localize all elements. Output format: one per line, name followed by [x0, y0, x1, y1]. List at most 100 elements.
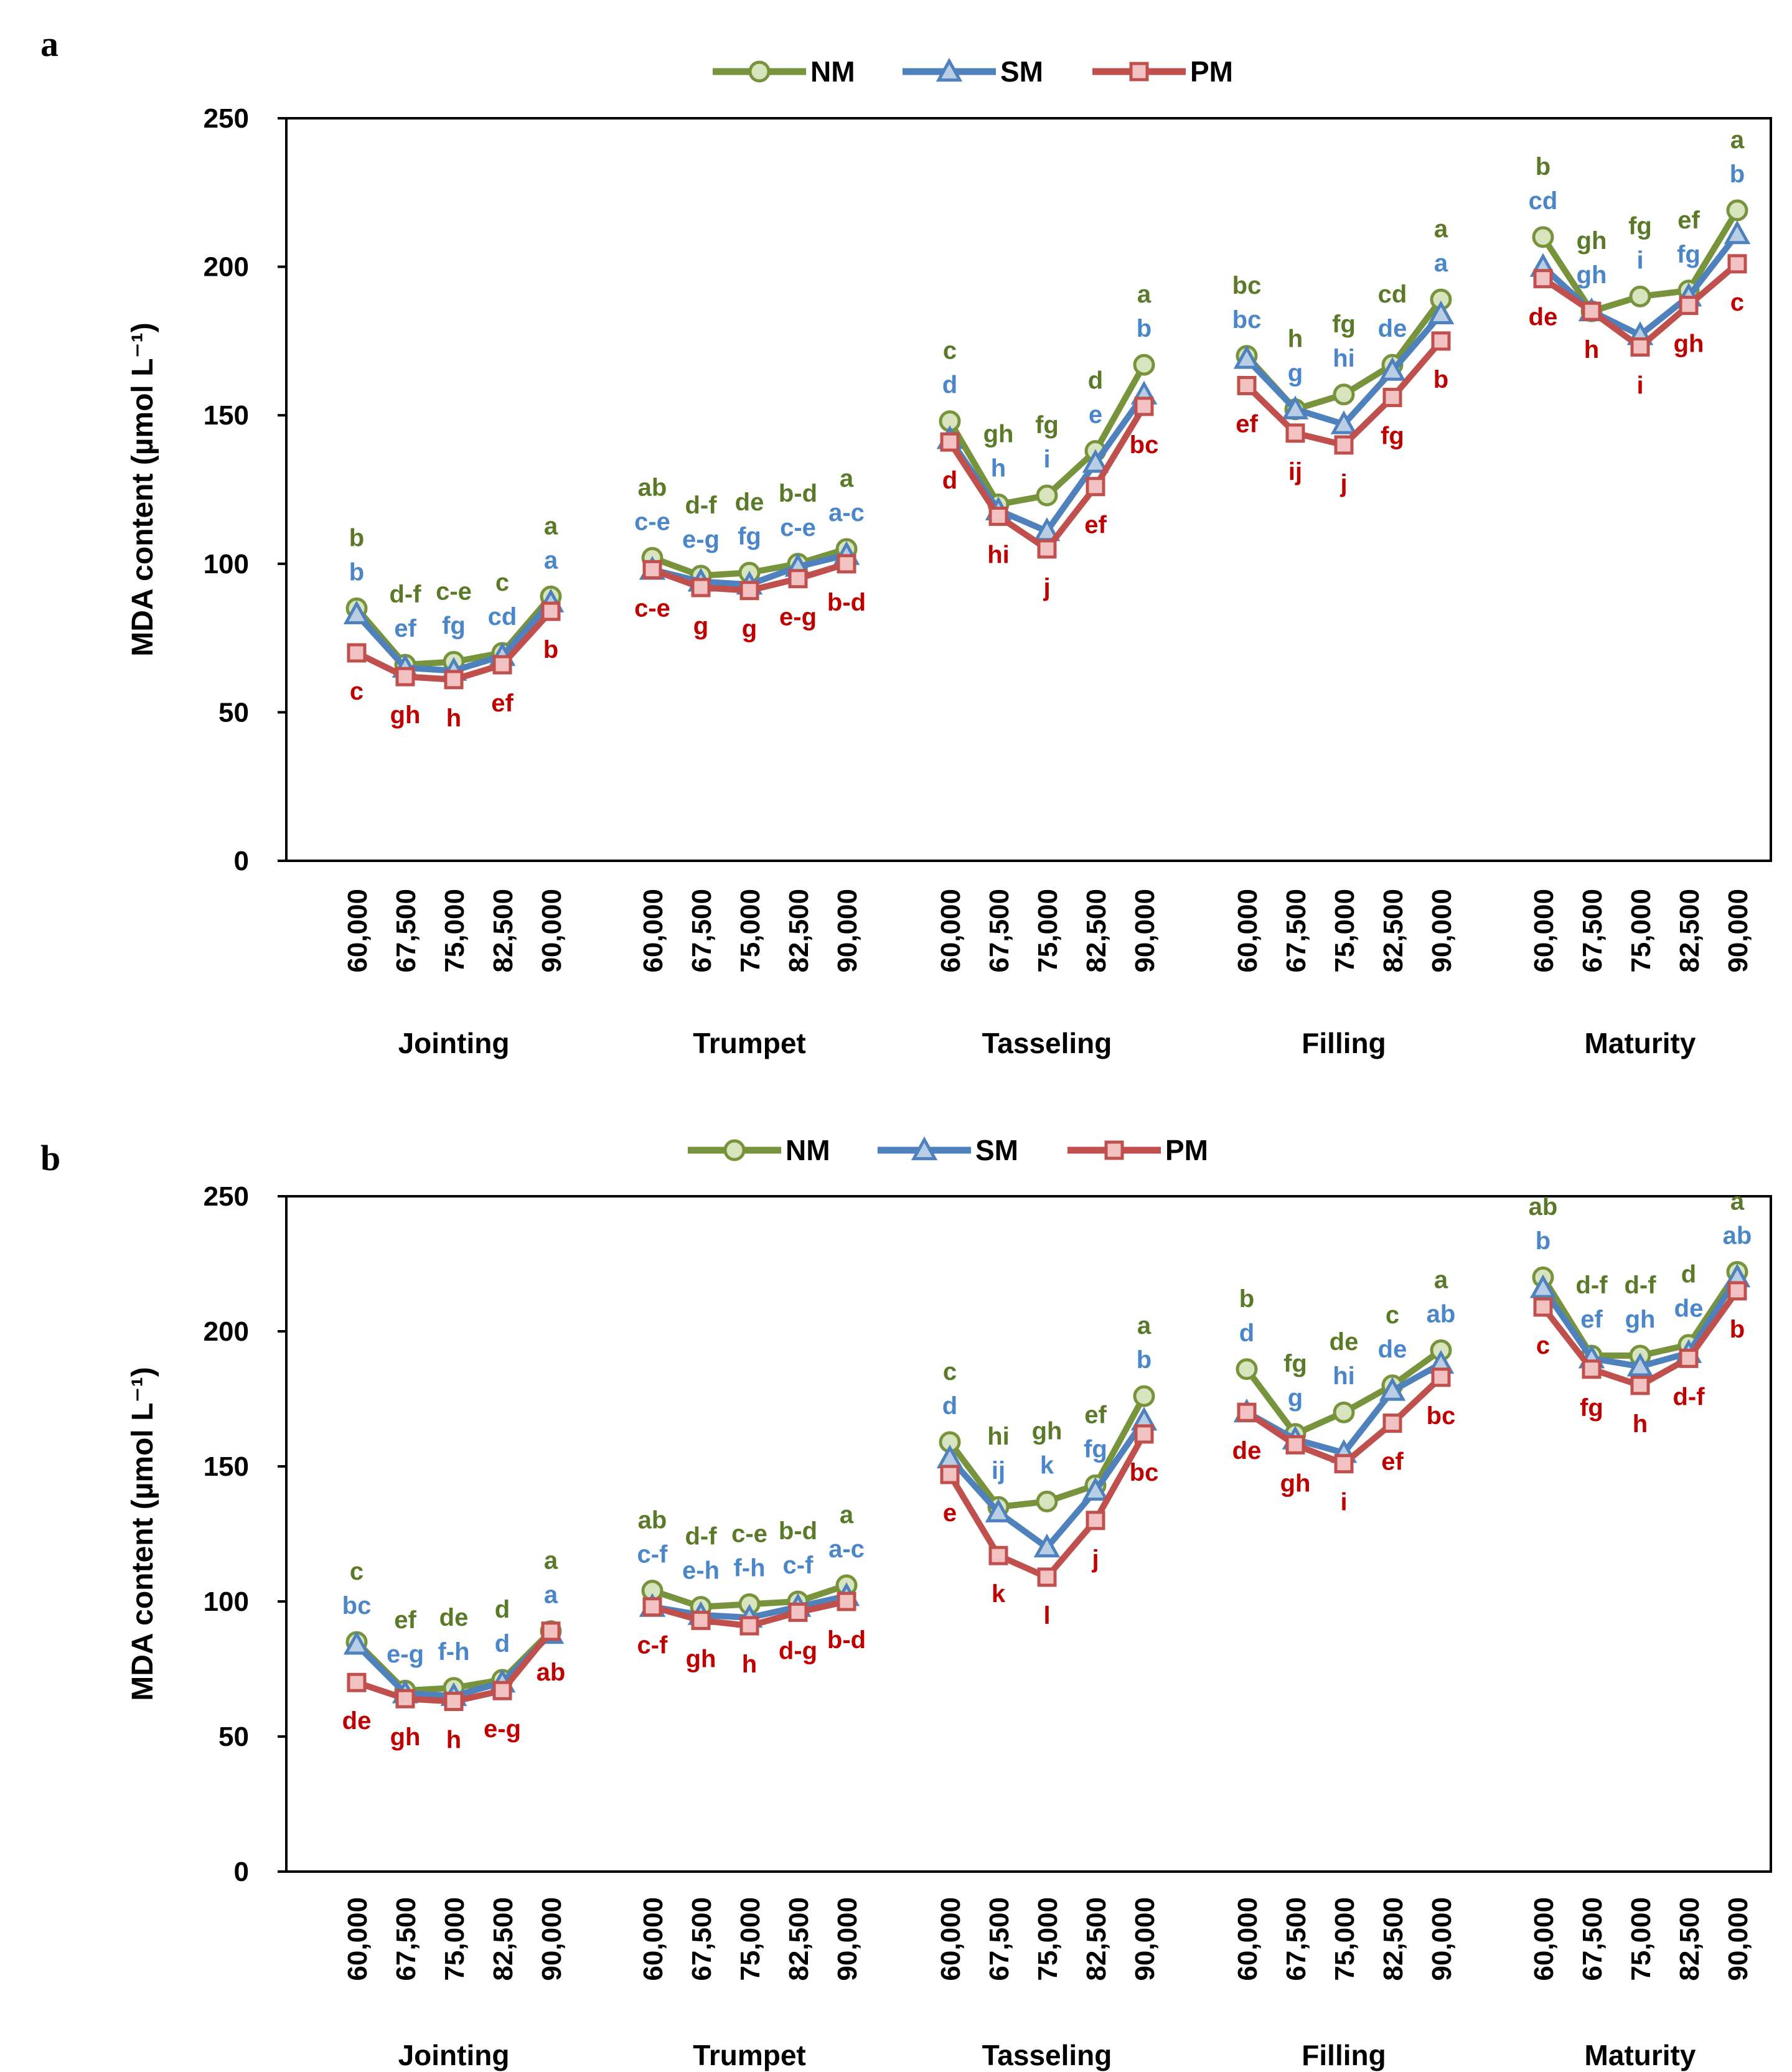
sig-label-sm: e: [1089, 401, 1102, 428]
sig-label-sm: a: [1434, 250, 1448, 277]
x-tick-label: 75,000: [1626, 1897, 1656, 1981]
sig-label-pm: c: [1730, 289, 1744, 316]
sig-label-pm: hi: [987, 541, 1010, 568]
sig-label-sm: cd: [488, 603, 517, 631]
sig-label-sm: b: [1730, 161, 1745, 188]
sig-label-nm: b-d: [779, 1517, 817, 1545]
data-point-sm: [985, 1498, 1012, 1522]
sig-label-sm: fg: [738, 523, 761, 550]
data-point-sm: [1282, 395, 1309, 420]
group-label: Filling: [1302, 2039, 1386, 2071]
data-point-pm: [444, 670, 464, 690]
sig-label-nm: b: [1239, 1285, 1254, 1313]
data-point-sm: [1724, 220, 1751, 245]
x-tick-label: 75,000: [439, 889, 470, 973]
sig-label-sm: d: [1239, 1320, 1254, 1347]
sig-label-sm: d: [495, 1630, 510, 1657]
data-point-pm: [940, 432, 960, 452]
x-tick-label: 90,000: [1130, 1897, 1160, 1981]
legend-label-nm: NM: [810, 55, 855, 88]
sig-label-nm: fg: [1035, 411, 1059, 439]
data-point-nm: [1629, 285, 1651, 307]
legend-marker-sm: [936, 57, 963, 82]
x-tick-label: 75,000: [439, 1897, 470, 1981]
plot-frame: [285, 1195, 1772, 1873]
x-tick-label: 67,500: [1281, 1897, 1311, 1981]
group-label: Trumpet: [693, 2039, 805, 2071]
sig-label-nm: d: [1681, 1261, 1696, 1288]
sig-label-nm: ef: [1677, 207, 1700, 234]
x-tick-label: 75,000: [1330, 889, 1360, 973]
group-label: Jointing: [398, 2039, 510, 2071]
data-point-sm: [343, 1631, 370, 1655]
y-axis-label: MDA content (µmol L⁻¹): [126, 322, 159, 656]
sig-label-pm: h: [1633, 1410, 1648, 1438]
y-tick-label: 150: [204, 400, 249, 431]
sig-label-sm: ab: [1723, 1222, 1752, 1250]
data-point-pm: [1533, 269, 1553, 289]
sig-label-pm: d: [942, 467, 957, 494]
group-label: Tasseling: [982, 2039, 1112, 2071]
sig-label-sm: cd: [1529, 187, 1558, 215]
data-point-nm: [1133, 1385, 1155, 1407]
sig-label-nm: c-e: [436, 578, 472, 605]
sig-label-pm: bc: [1130, 431, 1159, 459]
sig-label-nm: de: [735, 489, 764, 516]
sig-label-sm: a-c: [828, 499, 865, 527]
sig-label-nm: a: [544, 1547, 558, 1575]
data-point-sm: [1082, 449, 1109, 473]
x-tick-label: 90,000: [1723, 1897, 1753, 1981]
data-point-pm: [988, 1545, 1008, 1565]
sig-label-nm: c: [943, 1358, 957, 1385]
sig-label-sm: gh: [1577, 261, 1607, 289]
sig-label-nm: c: [350, 1558, 364, 1585]
sig-label-sm: i: [1636, 246, 1643, 274]
sig-label-nm: c: [1386, 1301, 1399, 1329]
data-point-pm: [492, 655, 512, 675]
x-tick-label: 82,500: [1378, 889, 1409, 973]
data-point-pm: [1237, 375, 1257, 395]
data-point-sm: [1033, 1534, 1061, 1558]
x-tick-label: 90,000: [537, 889, 567, 973]
sig-label-nm: ef: [394, 1606, 416, 1634]
data-point-pm: [347, 1672, 367, 1692]
data-point-nm: [1036, 1490, 1058, 1512]
data-point-pm: [1134, 1424, 1154, 1444]
sig-label-pm: ef: [1381, 1448, 1404, 1476]
x-tick-label: 60,000: [936, 889, 966, 973]
sig-label-pm: gh: [1674, 330, 1704, 358]
legend-label-sm: SM: [975, 1134, 1018, 1166]
group-label: Trumpet: [693, 1027, 805, 1059]
sig-label-pm: b: [543, 636, 558, 663]
sig-label-pm: k: [992, 1580, 1006, 1608]
x-tick-label: 67,500: [1577, 1897, 1608, 1981]
sig-label-sm: ij: [992, 1457, 1005, 1484]
sig-label-nm: b-d: [779, 480, 817, 507]
data-point-sm: [1330, 410, 1358, 434]
legend-marker-nm: [723, 1139, 746, 1161]
sig-label-pm: e-g: [779, 604, 817, 631]
sig-label-pm: g: [693, 612, 708, 640]
data-point-nm: [1036, 484, 1058, 507]
sig-label-pm: i: [1340, 1489, 1347, 1516]
data-point-pm: [1533, 1297, 1553, 1317]
sig-label-pm: ab: [537, 1659, 566, 1686]
panel-a: a 0 50 100 150 200 250 MDA content (µmol L⁻¹) 60…: [40, 24, 1772, 1059]
x-tick-label: 67,500: [391, 889, 421, 973]
x-tick-label: 82,500: [1674, 889, 1705, 973]
data-point-sm: [1379, 357, 1406, 381]
plot-frame: [285, 117, 1772, 862]
legend-label-pm: PM: [1190, 55, 1233, 88]
data-point-pm: [541, 1621, 561, 1641]
data-point-pm: [1582, 301, 1602, 321]
x-tick-label: 67,500: [984, 1897, 1015, 1981]
x-tick-label: 60,000: [1232, 1897, 1263, 1981]
sig-label-sm: c-f: [637, 1541, 668, 1568]
sig-label-sm: c-e: [780, 514, 816, 541]
data-point-nm: [1133, 354, 1155, 376]
group-label: Tasseling: [982, 1027, 1112, 1059]
x-tick-label: 82,500: [488, 889, 518, 973]
sig-label-pm: d-f: [1672, 1383, 1705, 1410]
x-tick-label: 67,500: [1577, 889, 1608, 973]
sig-label-sm: ef: [1580, 1306, 1603, 1333]
